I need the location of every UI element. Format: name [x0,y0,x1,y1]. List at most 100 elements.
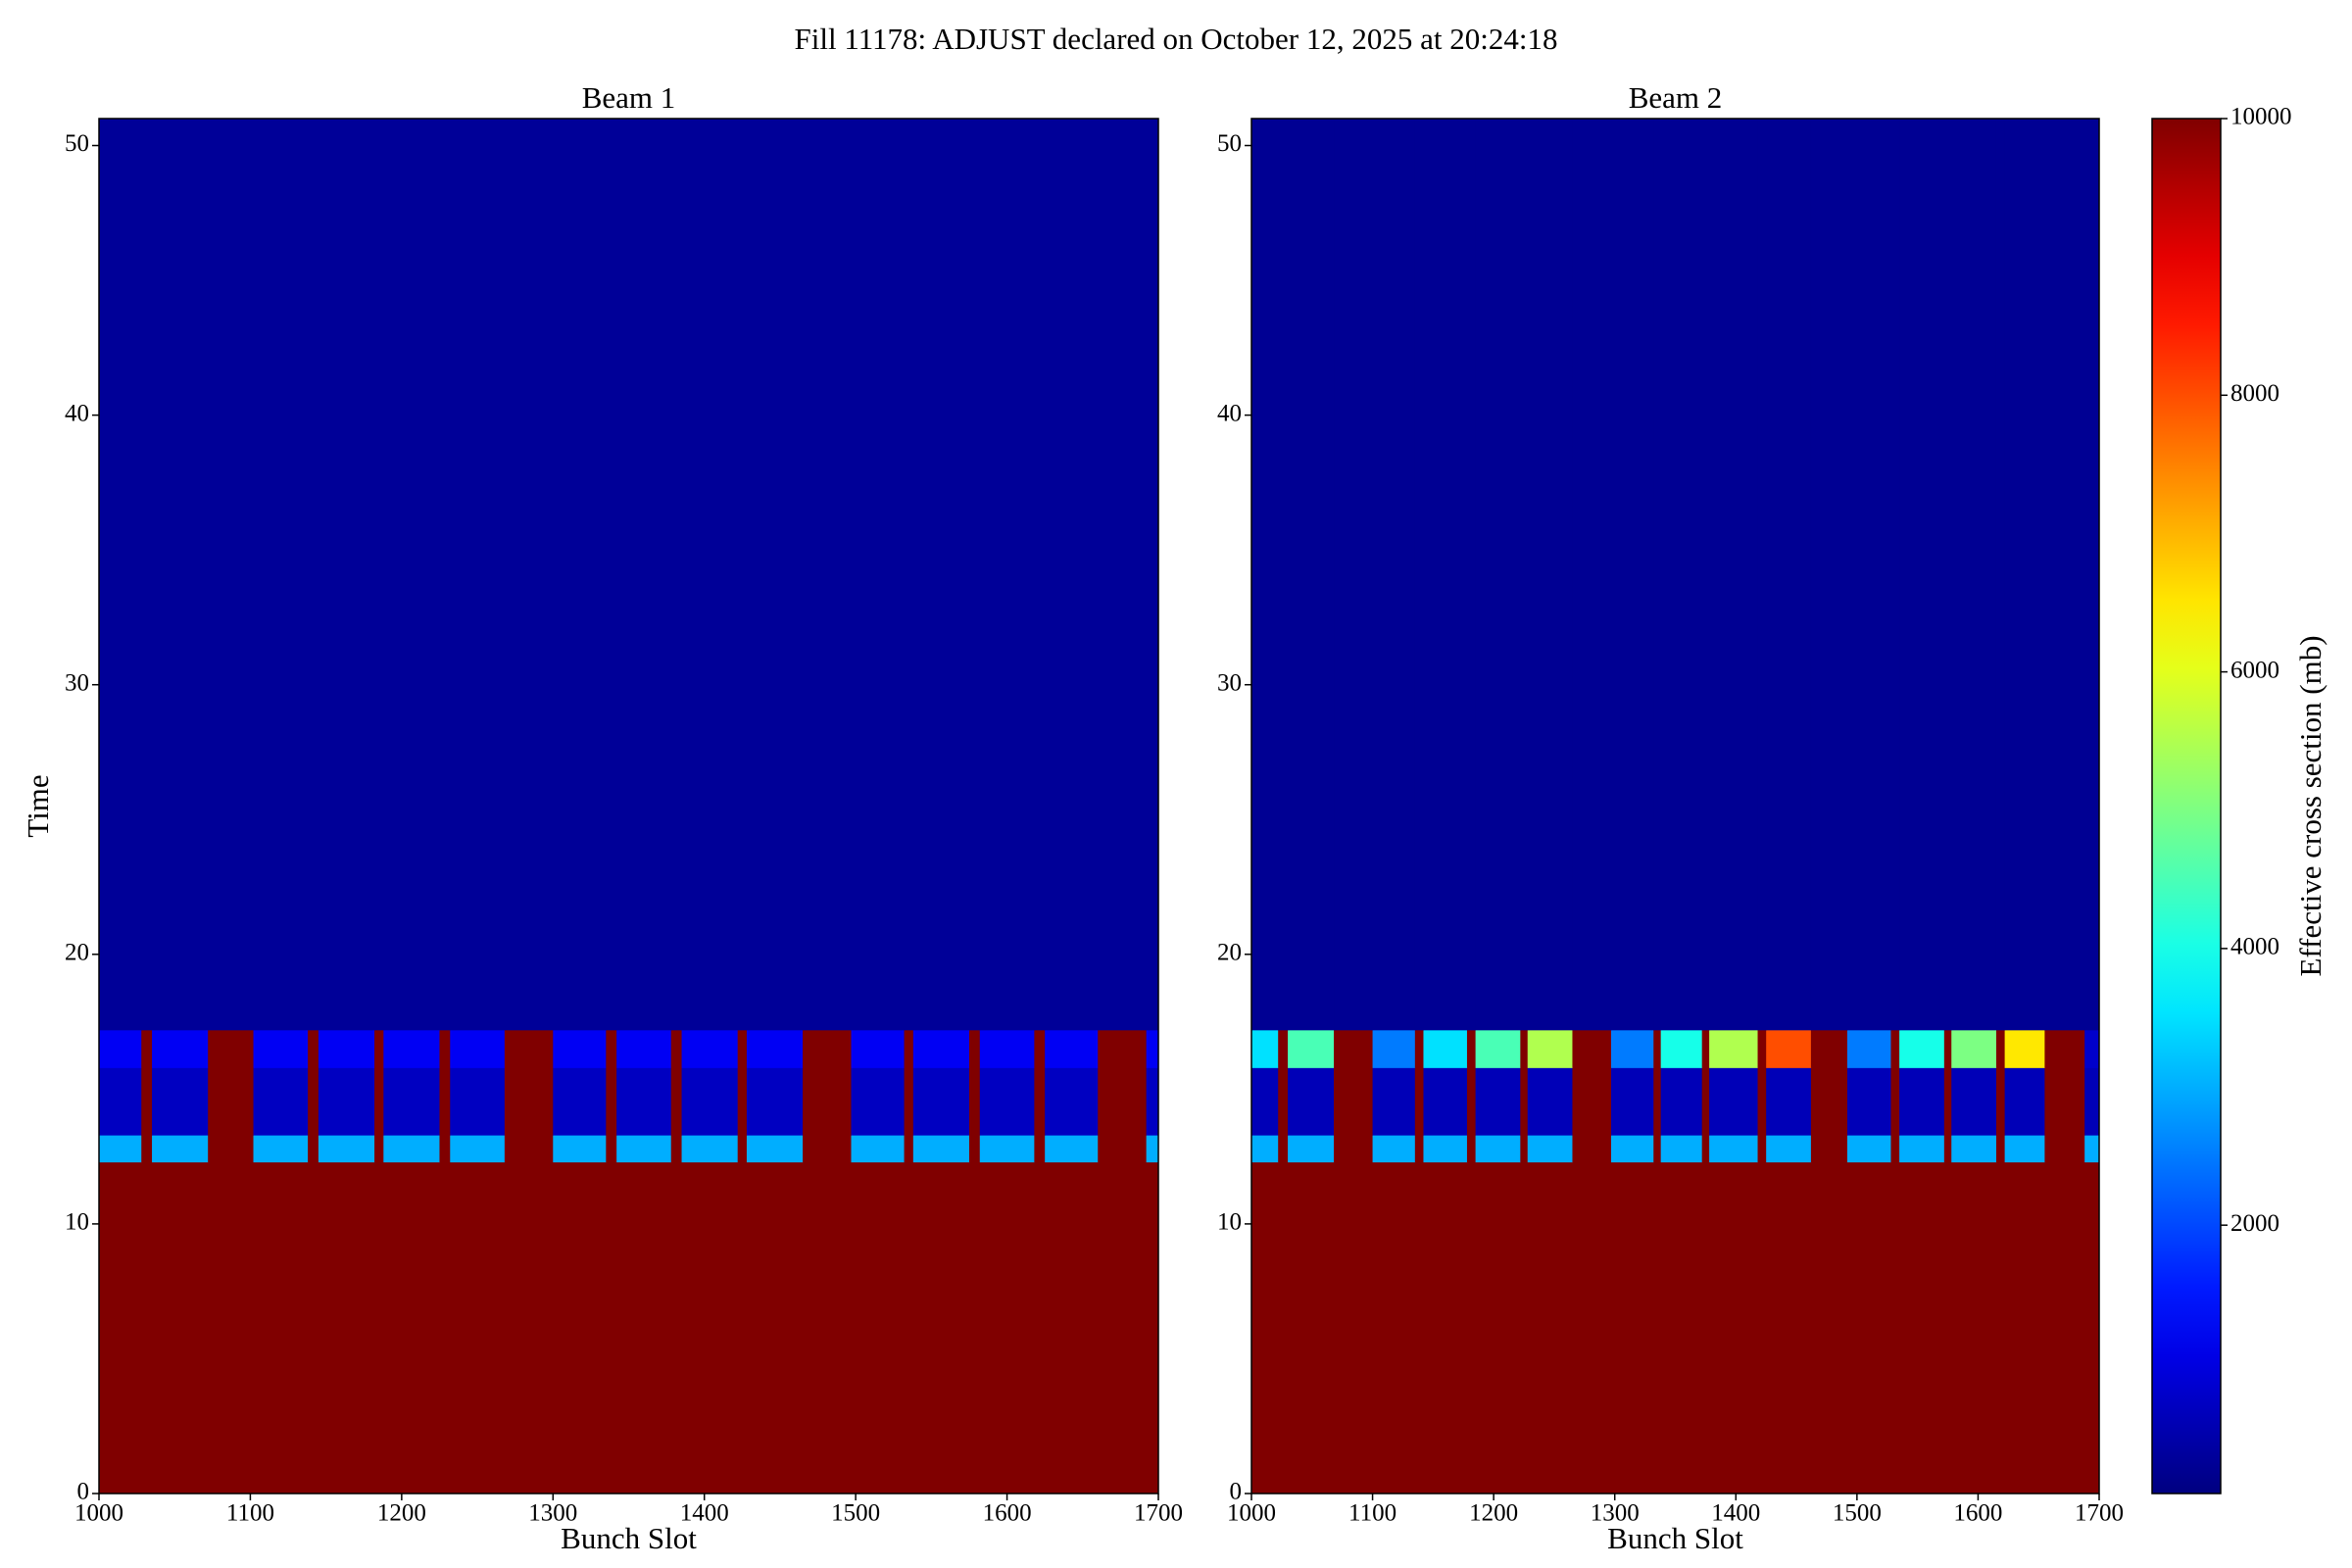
heatmap-cell [1034,119,1046,1031]
heatmap-cell [2004,119,2045,1031]
heatmap-cell [383,119,440,1031]
heatmap-cell [1098,1135,1148,1163]
heatmap-cell [1943,1029,1952,1068]
y-tick-label: 10 [1217,1209,1242,1236]
heatmap-cell [670,1067,683,1136]
heatmap-cell [1766,1067,1812,1136]
heatmap-cell [1520,1135,1529,1163]
heatmap-cell [1757,1161,1767,1494]
heatmap-cell [1466,119,1477,1031]
heatmap-cell [308,1029,319,1068]
heatmap-cell [308,1161,319,1494]
heatmap-cell [1611,119,1654,1031]
heatmap-cell [803,1161,853,1494]
heatmap-cell [1278,119,1289,1031]
heatmap-cell [1034,1067,1046,1136]
heatmap-cell [1951,119,1997,1031]
heatmap-cell [1660,1029,1703,1068]
heatmap-cell [2084,119,2100,1031]
heatmap-cell [439,1029,451,1068]
heatmap-cell [253,1135,309,1163]
heatmap-cell [912,1067,970,1136]
heatmap-cell [1890,1067,1900,1136]
heatmap-cell [1995,119,2006,1031]
heatmap-cell [450,1067,506,1136]
heatmap-cell [553,1029,607,1068]
heatmap-cell [1475,119,1521,1031]
heatmap-cell [1251,1161,1279,1494]
heatmap-cell [681,1161,739,1494]
heatmap-cell [1611,1029,1654,1068]
heatmap-cell [553,1067,607,1136]
y-tick-label: 0 [1230,1479,1243,1505]
heatmap-cell [1466,1161,1477,1494]
colorbar-tick-label: 8000 [2230,380,2279,407]
heatmap-cell [1520,119,1529,1031]
heatmap-cell [1890,119,1900,1031]
heatmap-cell [2084,1029,2100,1068]
subplot-title: Beam 2 [1629,80,1723,115]
heatmap-cell [1034,1135,1046,1163]
heatmap-cell [737,1067,748,1136]
heatmap-cell [1899,1135,1945,1163]
heatmap-cell [1034,1029,1046,1068]
heatmap-cell [1414,1029,1424,1068]
heatmap-cell [253,119,309,1031]
heatmap-cell [2084,1135,2100,1163]
heatmap-cell [904,1029,914,1068]
x-tick-label: 1200 [377,1500,426,1527]
heatmap-cell [1414,119,1424,1031]
heatmap-cell [1709,1161,1759,1494]
heatmap-cell [141,1067,153,1136]
heatmap-cell [1653,1029,1662,1068]
heatmap-cell [1278,1161,1289,1494]
heatmap-cell [318,1067,375,1136]
heatmap-cell [2004,1161,2045,1494]
subplot-title: Beam 1 [582,80,676,115]
heatmap-cell [1899,1029,1945,1068]
heatmap-cell [746,1029,804,1068]
heatmap-cell [1810,1161,1848,1494]
x-tick-label: 1100 [226,1500,274,1527]
heatmap-cell [968,1067,981,1136]
x-tick-label: 1500 [831,1500,880,1527]
heatmap-cell [1251,1029,1279,1068]
heatmap-cell [737,1161,748,1494]
heatmap-cell [681,1135,739,1163]
heatmap-cell [1995,1161,2006,1494]
heatmap-cell [308,1135,319,1163]
heatmap-cell [1146,1067,1159,1136]
heatmap-cell [1423,1161,1468,1494]
heatmap-cell [1653,1161,1662,1494]
heatmap-cell [912,119,970,1031]
heatmap-cell [2004,1029,2045,1068]
y-tick-label: 10 [65,1209,89,1236]
heatmap-cell [1520,1067,1529,1136]
colorbar [2151,118,2222,1494]
heatmap-cell [1653,1135,1662,1163]
heatmap-cell [1766,1029,1812,1068]
heatmap-cell [208,119,255,1031]
heatmap-cell [1414,1067,1424,1136]
heatmap-cell [1943,1161,1952,1494]
heatmap-cell [1757,1067,1767,1136]
heatmap-cell [1423,1135,1468,1163]
heatmap-cell [450,1161,506,1494]
heatmap-cell [504,1161,554,1494]
heatmap-cell [1995,1067,2006,1136]
heatmap-cell [141,1029,153,1068]
heatmap-cell [904,1067,914,1136]
heatmap-cell [383,1161,440,1494]
heatmap-cell [1334,1029,1374,1068]
heatmap-cell [979,119,1035,1031]
heatmap-cell [1572,1067,1612,1136]
heatmap-cell [1034,1161,1046,1494]
heatmap-cell [1288,1067,1335,1136]
heatmap-cell [1572,1135,1612,1163]
x-tick-label: 1700 [2075,1500,2124,1527]
heatmap-cell [1766,1161,1812,1494]
x-tick-label: 1400 [680,1500,729,1527]
heatmap-cell [803,1067,853,1136]
heatmap-cell [141,1161,153,1494]
